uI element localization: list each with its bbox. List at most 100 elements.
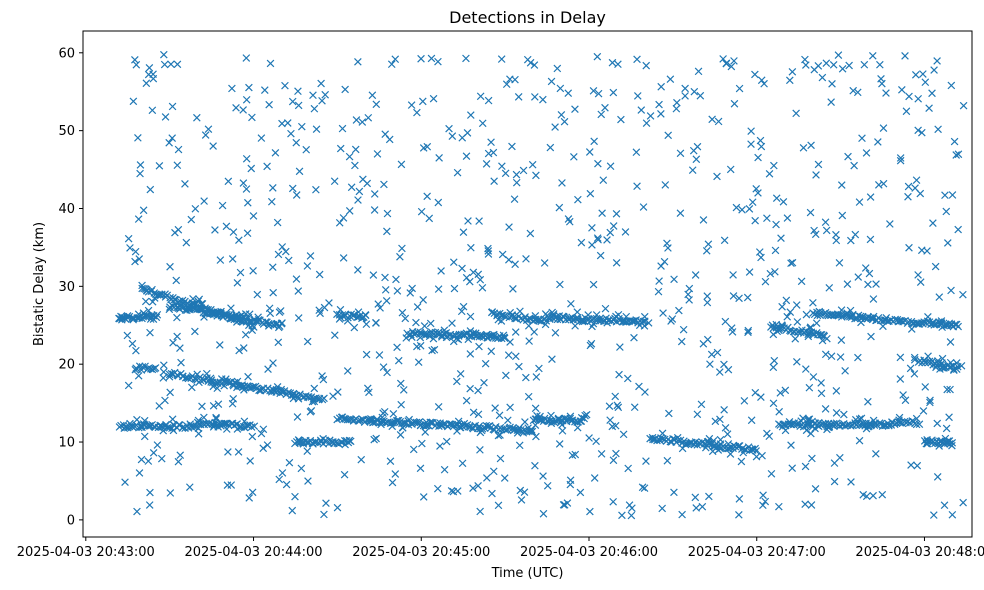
detection-marker (397, 160, 406, 169)
detection-marker (265, 100, 273, 109)
detection-marker (807, 141, 815, 150)
detection-marker (239, 179, 248, 187)
detection-marker (364, 113, 373, 122)
detection-marker (902, 107, 911, 116)
detection-marker (915, 420, 924, 429)
detection-marker (500, 333, 508, 342)
detection-marker (248, 113, 256, 122)
detection-marker (772, 220, 780, 229)
detection-marker (661, 181, 670, 189)
detection-marker (274, 250, 283, 259)
detection-marker (387, 60, 396, 69)
detection-marker (329, 392, 337, 400)
detection-marker (553, 64, 562, 73)
detection-marker (140, 416, 149, 425)
detection-marker (853, 88, 862, 97)
detection-marker (198, 300, 207, 308)
detection-marker (422, 418, 431, 427)
detection-marker (509, 285, 517, 293)
data-points (115, 50, 968, 520)
detection-marker (830, 419, 838, 428)
detection-marker (462, 54, 470, 63)
detection-marker (886, 220, 894, 228)
detection-marker (663, 456, 672, 465)
detection-marker (498, 162, 506, 171)
detection-marker (423, 142, 432, 151)
detection-marker (165, 305, 174, 314)
detection-marker (721, 423, 730, 432)
detection-marker (949, 365, 958, 374)
detection-marker (751, 388, 760, 397)
detection-marker (224, 177, 233, 186)
detection-marker (355, 187, 364, 196)
detection-marker (173, 60, 182, 69)
detection-marker (161, 396, 169, 405)
detection-marker (933, 57, 941, 65)
detection-marker (267, 197, 276, 206)
detection-marker (921, 358, 930, 367)
detection-marker (757, 142, 766, 151)
detection-marker (166, 388, 174, 397)
detection-marker (227, 481, 236, 489)
detection-marker (585, 434, 593, 442)
detection-marker (145, 63, 154, 72)
y-tick-label: 20 (58, 358, 75, 373)
detection-marker (940, 501, 949, 510)
detection-marker (474, 481, 482, 490)
detection-marker (174, 145, 183, 154)
detection-marker (560, 501, 569, 509)
detection-marker (827, 352, 836, 361)
detection-marker (131, 257, 139, 266)
detection-marker (302, 145, 311, 154)
detection-marker (148, 106, 157, 115)
detection-marker (274, 323, 283, 332)
detection-marker (551, 123, 559, 131)
detection-marker (679, 325, 688, 334)
detection-marker (588, 322, 596, 331)
detection-marker (368, 91, 377, 100)
detection-marker (243, 198, 252, 207)
detection-marker (830, 477, 839, 486)
detection-marker (502, 371, 510, 380)
detection-marker (835, 259, 844, 267)
detection-marker (372, 434, 380, 443)
plot-frame (82, 30, 973, 538)
detection-marker (321, 90, 330, 99)
detection-marker (948, 510, 957, 519)
detection-marker (530, 93, 539, 101)
detection-marker (396, 431, 405, 439)
detection-marker (330, 177, 339, 186)
detection-marker (706, 360, 714, 368)
detection-marker (466, 384, 474, 393)
detection-marker (530, 328, 539, 336)
detection-marker (303, 262, 312, 270)
detection-marker (612, 209, 621, 218)
detection-marker (278, 319, 286, 327)
detection-marker (788, 464, 797, 473)
detection-marker (459, 302, 468, 311)
detection-marker (613, 401, 622, 410)
detection-marker (394, 356, 403, 365)
detection-marker (952, 151, 961, 159)
detection-marker (787, 259, 795, 268)
detection-marker (555, 203, 564, 212)
detection-marker (957, 361, 966, 370)
y-tick-label: 0 (67, 513, 75, 528)
detection-marker (821, 218, 830, 227)
detection-marker (469, 268, 478, 277)
detection-marker (362, 350, 371, 359)
detection-marker (688, 166, 697, 174)
detection-marker (169, 338, 177, 347)
detection-marker (417, 54, 425, 63)
detection-marker (912, 414, 921, 423)
detection-marker (926, 396, 934, 405)
detection-marker (294, 87, 302, 96)
detection-marker (466, 312, 475, 321)
detection-marker (615, 370, 623, 379)
detection-marker (275, 475, 284, 484)
detection-marker (315, 270, 324, 279)
detection-marker (788, 68, 797, 76)
detection-marker (642, 457, 650, 465)
detection-marker (194, 429, 203, 438)
detection-marker (434, 403, 443, 411)
